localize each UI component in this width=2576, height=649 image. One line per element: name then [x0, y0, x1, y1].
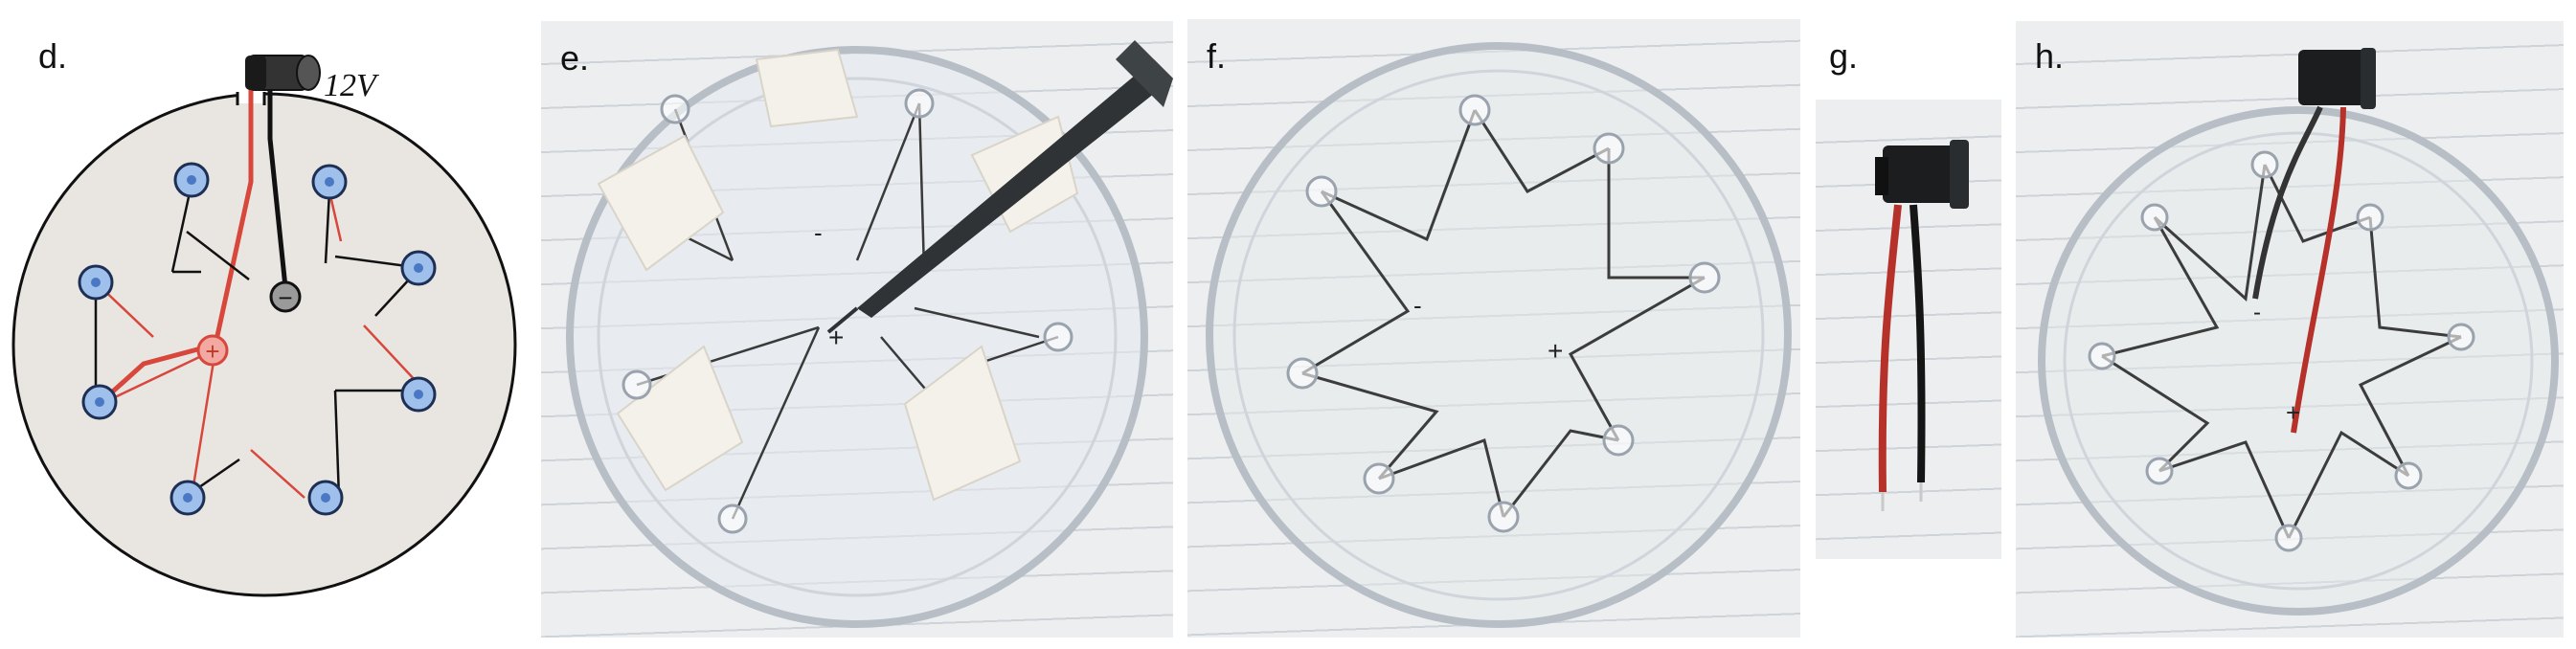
svg-text:-: -	[1413, 291, 1422, 320]
panel-e-photo: e.	[541, 21, 1173, 638]
minus-terminal-icon: −	[269, 280, 302, 313]
voltage-label: 12V	[324, 68, 380, 103]
svg-text:+: +	[205, 337, 219, 366]
soldering-iron-icon	[826, 40, 1173, 334]
red-power-wire	[2291, 106, 2346, 434]
svg-text:−: −	[278, 283, 292, 312]
led-icon	[78, 264, 114, 301]
barrel-connector-icon	[1875, 140, 1969, 511]
panel-e-label: e.	[560, 38, 590, 78]
barrel-jack-icon	[2298, 48, 2376, 109]
svg-text:-: -	[814, 218, 823, 247]
schematic-diagram: 12V	[11, 55, 517, 597]
led-icon	[169, 480, 206, 516]
svg-text:+: +	[1548, 336, 1563, 366]
panel-g-label-area: g.	[1815, 19, 2006, 96]
svg-text:+: +	[2286, 398, 2300, 427]
led-array	[1286, 94, 1721, 533]
photo-e-illustration: - +	[566, 40, 1173, 628]
panel-f-label: f.	[1207, 36, 1227, 76]
star-wiring	[1301, 109, 1706, 518]
barrel-jack-icon	[245, 55, 321, 91]
panel-h-label: h.	[2035, 36, 2065, 76]
led-icon	[311, 164, 348, 200]
panel-f-photo: f. - +	[1187, 19, 1800, 638]
panel-g-label: g.	[1829, 36, 1859, 76]
panel-g-photo	[1816, 100, 2001, 559]
dish-outline	[11, 92, 517, 597]
photo-h-illustration: - +	[2038, 48, 2559, 615]
black-wire-network	[94, 183, 422, 499]
star-wiring	[2101, 164, 2462, 539]
svg-text:-: -	[2253, 300, 2261, 325]
led-array	[78, 162, 437, 516]
led-icon	[400, 376, 437, 413]
led-icon	[173, 162, 210, 198]
black-power-wire	[2252, 105, 2323, 300]
svg-text:+: +	[828, 323, 844, 352]
led-icon	[307, 480, 344, 516]
panel-h-photo: h. - +	[2016, 21, 2564, 638]
led-icon	[400, 250, 437, 286]
plus-terminal-icon: +	[196, 334, 229, 367]
panel-d-schematic: d. 12V	[0, 0, 522, 649]
led-icon	[81, 384, 118, 420]
photo-f-illustration: - +	[1206, 42, 1792, 628]
panel-d-label: d.	[38, 36, 68, 76]
led-array	[2088, 150, 2475, 552]
